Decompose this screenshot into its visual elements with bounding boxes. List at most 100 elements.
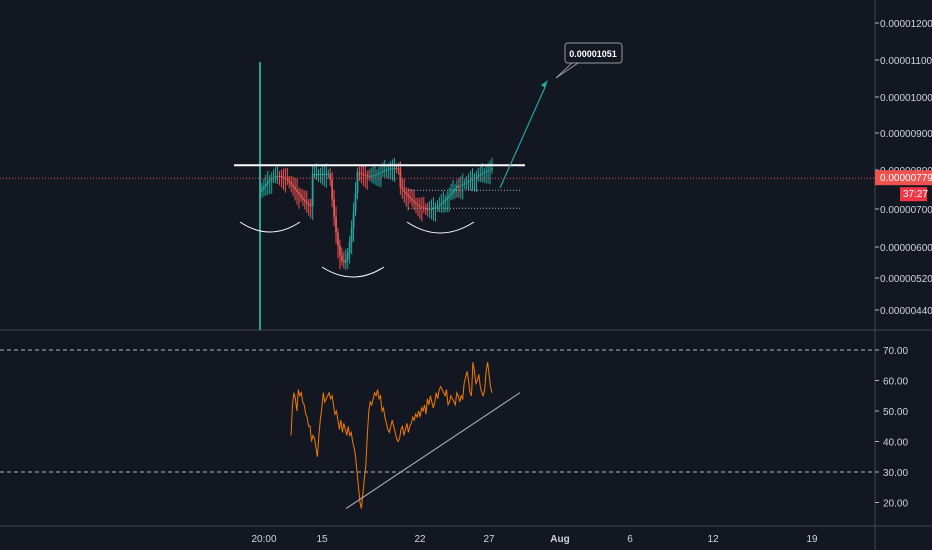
candle-body[interactable] (393, 168, 396, 170)
candle-body[interactable] (395, 168, 398, 170)
candle-body[interactable] (331, 179, 334, 200)
candle-body[interactable] (288, 180, 291, 183)
candle-body[interactable] (426, 208, 429, 210)
candle-body[interactable] (358, 172, 361, 174)
candle-body[interactable] (319, 173, 322, 175)
candle-body[interactable] (491, 168, 493, 170)
rsi-line[interactable] (290, 362, 493, 509)
candle-body[interactable] (300, 194, 302, 198)
candle-body[interactable] (342, 260, 345, 263)
candle-body[interactable] (325, 173, 328, 175)
candle-body[interactable] (264, 183, 267, 187)
candle-body[interactable] (280, 175, 283, 177)
rsi-trendline[interactable] (345, 392, 521, 510)
candle-body[interactable] (370, 175, 373, 177)
candle-body[interactable] (454, 188, 456, 191)
candle-body[interactable] (286, 178, 289, 181)
candle-body[interactable] (417, 204, 419, 206)
candle-body[interactable] (487, 170, 490, 172)
candle-body[interactable] (309, 205, 312, 207)
candle-body[interactable] (483, 172, 486, 174)
candle-body[interactable] (303, 199, 306, 202)
candle-body[interactable] (346, 252, 349, 260)
left-shoulder-arc[interactable] (239, 221, 301, 233)
candle-body[interactable] (344, 259, 347, 263)
candle-body[interactable] (266, 181, 269, 184)
candle-body[interactable] (467, 181, 470, 183)
candle-body[interactable] (430, 208, 433, 210)
candle-body[interactable] (313, 173, 316, 175)
candle-body[interactable] (438, 204, 441, 207)
right-shoulder-arc[interactable] (406, 221, 475, 234)
candle-body[interactable] (401, 187, 404, 190)
candle-body[interactable] (337, 232, 339, 246)
candle-body[interactable] (442, 201, 445, 204)
candle-body[interactable] (389, 168, 392, 170)
candle-body[interactable] (294, 187, 296, 190)
candle-body[interactable] (276, 175, 279, 177)
candle-body[interactable] (340, 255, 343, 261)
candle-body[interactable] (262, 186, 265, 189)
candle-body[interactable] (397, 168, 400, 170)
candle-body[interactable] (282, 176, 285, 178)
head-arc[interactable] (321, 266, 385, 278)
candle-body[interactable] (385, 169, 388, 171)
candle-body[interactable] (261, 188, 263, 192)
candle-body[interactable] (481, 173, 484, 175)
candle-body[interactable] (471, 178, 474, 181)
candle-body[interactable] (475, 176, 478, 178)
candle-body[interactable] (327, 173, 330, 175)
candle-body[interactable] (407, 194, 410, 197)
candle-body[interactable] (452, 190, 454, 194)
candle-body[interactable] (413, 200, 415, 203)
candle-body[interactable] (311, 173, 314, 207)
candle-body[interactable] (387, 168, 390, 170)
candle-body[interactable] (290, 182, 293, 185)
target-arrow-line[interactable] (499, 84, 547, 189)
candle-body[interactable] (379, 172, 382, 174)
candle-body[interactable] (354, 193, 357, 212)
candle-body[interactable] (469, 180, 472, 182)
candle-body[interactable] (360, 173, 363, 175)
candle-body[interactable] (399, 168, 402, 188)
candle-body[interactable] (479, 174, 482, 176)
candle-body[interactable] (450, 193, 452, 196)
candle-body[interactable] (446, 197, 449, 200)
candle-body[interactable] (463, 183, 466, 185)
candle-body[interactable] (270, 178, 273, 180)
candle-body[interactable] (307, 203, 310, 206)
candle-body[interactable] (368, 175, 371, 177)
candle-body[interactable] (305, 201, 308, 204)
candle-body[interactable] (374, 174, 376, 176)
candle-body[interactable] (362, 173, 365, 175)
candle-body[interactable] (424, 208, 427, 210)
time-axis[interactable]: 20:00 15 22 27 Aug 6 12 19 (251, 534, 818, 545)
current-price-badge[interactable] (875, 170, 932, 186)
candle-body[interactable] (268, 179, 271, 182)
candle-body[interactable] (274, 176, 277, 178)
candle-body[interactable] (348, 241, 351, 253)
candle-body[interactable] (296, 189, 298, 193)
candle-body[interactable] (292, 184, 295, 188)
rsi-pane[interactable] (0, 349, 875, 510)
candle-body[interactable] (440, 203, 443, 205)
candle-body[interactable] (448, 195, 451, 198)
candle-body[interactable] (278, 175, 281, 177)
candle-body[interactable] (315, 173, 318, 175)
candle-body[interactable] (272, 177, 275, 179)
candle-body[interactable] (356, 172, 359, 194)
candle-body[interactable] (434, 207, 437, 209)
candle-body[interactable] (459, 185, 462, 187)
candle-body[interactable] (391, 168, 394, 170)
candle-body[interactable] (335, 217, 337, 233)
candle-body[interactable] (444, 199, 447, 202)
candle-body[interactable] (323, 173, 326, 175)
candle-body[interactable] (436, 206, 439, 208)
candles-layer[interactable] (259, 62, 493, 330)
candle-body[interactable] (428, 208, 431, 210)
candle-body[interactable] (352, 211, 355, 229)
candle-body[interactable] (465, 182, 468, 184)
candle-body[interactable] (461, 184, 464, 186)
candle-body[interactable] (333, 199, 335, 218)
